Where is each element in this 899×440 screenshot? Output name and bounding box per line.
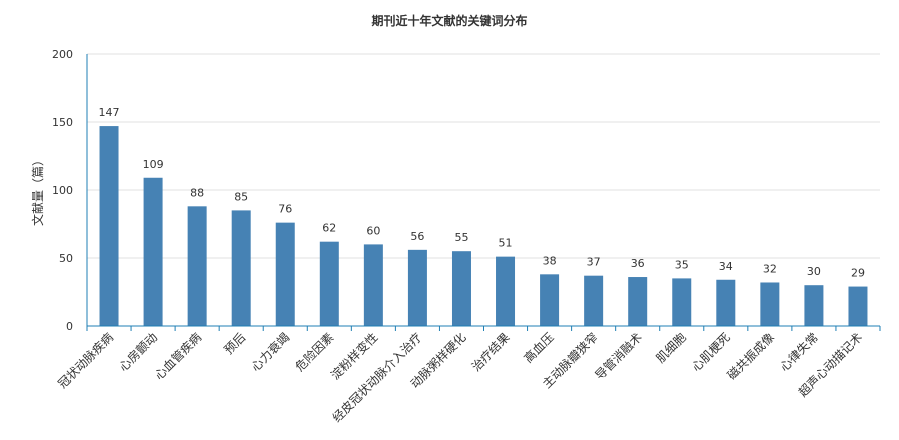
bars: 147 109 88 85 76 62 60 56 55 51 38 37 36 35 34 32 30 29 [99,106,868,326]
bar [672,278,692,326]
bar [584,275,604,326]
bar [848,286,868,326]
data-label: 38 [543,254,557,267]
data-label: 51 [499,237,513,250]
bar [716,279,736,326]
y-tick-label: 0 [66,320,73,333]
x-tick-label: 经皮冠状动脉介入治疗 [329,330,424,425]
bar [275,222,295,326]
x-tick-label: 肌细胞 [654,330,689,365]
bar [451,251,471,326]
data-label: 88 [190,186,204,199]
bar [187,206,207,326]
data-label: 60 [366,224,380,237]
data-label: 32 [763,262,777,275]
data-label: 37 [587,256,601,269]
bar [407,249,427,326]
data-label: 35 [675,258,689,271]
y-tick-label: 200 [52,48,73,61]
y-tick-label: 100 [52,184,73,197]
x-tick-label: 心力衰竭 [248,330,293,375]
data-label: 109 [143,158,164,171]
x-tick-label: 心血管疾病 [151,330,204,383]
x-tick-label: 高血压 [521,330,557,366]
gridlines [87,53,880,259]
data-label: 85 [234,190,248,203]
y-axis-label: 文献量（篇） [30,154,45,226]
x-tick-label: 预后 [221,330,248,357]
x-tick-label: 心律失常 [776,330,821,375]
data-label: 56 [410,230,424,243]
data-label: 34 [719,260,733,273]
bar [363,244,383,326]
x-tick-label: 冠状动脉疾病 [55,330,117,392]
bar [540,274,560,326]
data-label: 62 [322,222,336,235]
y-tick-label: 150 [52,116,73,129]
bar [231,210,251,326]
x-tick-label: 磁共振成像 [724,330,777,383]
y-tick-label: 50 [59,252,73,265]
x-tick-label: 心房颤动 [116,330,161,375]
x-tick-label: 治疗结果 [469,330,513,374]
x-tick-label: 危险因素 [292,330,337,375]
data-label: 76 [278,203,292,216]
data-label: 55 [454,231,468,244]
bar [143,177,163,326]
bar [319,241,339,326]
bar [99,126,119,326]
bar [496,256,516,326]
x-tick-label: 心肌梗死 [688,330,733,375]
x-tick-label: 导管消融术 [592,330,645,383]
data-label: 36 [631,257,645,270]
bar [760,282,780,326]
data-label: 30 [807,265,821,278]
bar [628,277,648,326]
bar [804,285,824,326]
data-label: 147 [99,106,120,119]
chart-title: 期刊近十年文献的关键词分布 [371,14,528,28]
data-label: 29 [851,267,865,280]
